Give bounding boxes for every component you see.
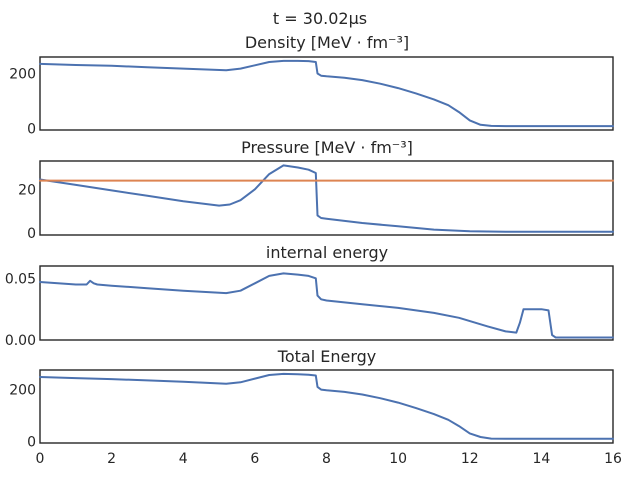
density-frame <box>39 56 614 131</box>
density-ytick-label: 0 <box>27 122 36 138</box>
internal-energy-ytick-label: 0.05 <box>5 271 36 287</box>
density-marks: 0 200 <box>9 59 614 138</box>
internal-energy-title: internal energy <box>266 243 388 262</box>
xtick-label: 8 <box>322 451 331 467</box>
pressure-ytick-label: 0 <box>27 226 36 242</box>
total-energy-ytick-label: 0 <box>27 435 36 451</box>
total-energy-marks: 0 200 0 2 4 6 8 10 12 14 16 <box>9 372 622 467</box>
pressure-title: Pressure [MeV · fm⁻³] <box>241 138 413 157</box>
xtick-label: 2 <box>107 451 116 467</box>
xtick-label: 4 <box>179 451 188 467</box>
xtick-label: 14 <box>532 451 550 467</box>
internal-energy-marks: 0.00 0.05 <box>5 271 614 349</box>
density-series-line-0 <box>39 59 614 128</box>
xtick-label: 16 <box>604 451 622 467</box>
xtick-label: 6 <box>250 451 259 467</box>
density-title: Density [MeV · fm⁻³] <box>245 33 409 52</box>
total-energy-panel: Total Energy 0 200 0 2 4 6 8 10 12 14 16 <box>9 347 622 467</box>
internal-energy-series-line-0 <box>39 272 614 339</box>
total-energy-series-line-0 <box>39 372 614 440</box>
internal-energy-ytick-label: 0.00 <box>5 333 36 349</box>
internal-energy-frame <box>39 265 614 341</box>
xtick-label: 0 <box>36 451 45 467</box>
figure-suptitle: t = 30.02μs <box>273 9 367 28</box>
pressure-panel: Pressure [MeV · fm⁻³] 0 20 <box>18 138 614 242</box>
total-energy-ytick-label: 200 <box>9 383 36 399</box>
pressure-frame <box>39 160 614 236</box>
xtick-label: 12 <box>461 451 479 467</box>
xtick-label: 10 <box>389 451 407 467</box>
pressure-ytick-label: 20 <box>18 182 36 198</box>
density-ytick-label: 200 <box>9 67 36 83</box>
total-energy-frame <box>39 369 614 444</box>
internal-energy-panel: internal energy 0.00 0.05 <box>5 243 614 349</box>
total-energy-title: Total Energy <box>277 347 376 366</box>
pressure-marks: 0 20 <box>18 164 614 242</box>
pressure-series-line-0 <box>39 164 614 233</box>
density-panel: Density [MeV · fm⁻³] 0 200 <box>9 33 614 138</box>
